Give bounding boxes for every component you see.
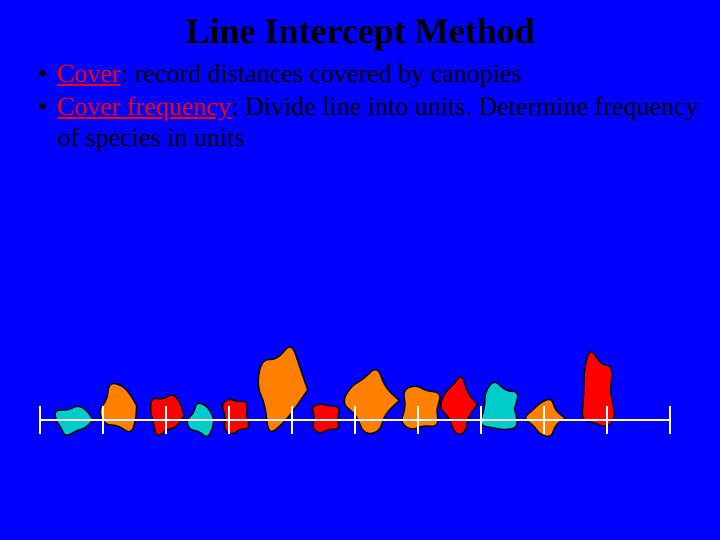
canopy-blob <box>481 382 518 429</box>
transect-line <box>40 406 670 434</box>
bullet-item: • Cover: record distances covered by can… <box>38 58 700 89</box>
canopy-shapes <box>55 347 614 436</box>
bullet-dot-icon: • <box>38 91 47 153</box>
canopy-blob <box>151 395 184 435</box>
canopy-blob <box>582 352 614 427</box>
canopy-blob <box>344 370 399 434</box>
bullet-text: Cover: record distances covered by canop… <box>57 58 700 89</box>
canopy-blob <box>187 403 214 436</box>
canopy-blob <box>312 404 338 433</box>
bullet-label: Cover frequency <box>57 92 231 121</box>
bullet-rest: : record distances covered by canopies <box>121 59 522 88</box>
bullet-item: • Cover frequency: Divide line into unit… <box>38 91 700 153</box>
canopy-blob <box>402 386 440 429</box>
canopy-blob <box>222 399 248 433</box>
canopy-blob <box>441 377 478 434</box>
canopy-blob <box>526 399 565 436</box>
bullet-list: • Cover: record distances covered by can… <box>0 58 720 154</box>
bullet-text: Cover frequency: Divide line into units.… <box>57 91 700 153</box>
slide-title: Line Intercept Method <box>0 0 720 58</box>
canopy-blob <box>55 406 93 435</box>
canopy-blob <box>258 347 307 431</box>
canopy-blob <box>100 384 137 432</box>
bullet-label: Cover <box>57 59 121 88</box>
bullet-dot-icon: • <box>38 58 47 89</box>
